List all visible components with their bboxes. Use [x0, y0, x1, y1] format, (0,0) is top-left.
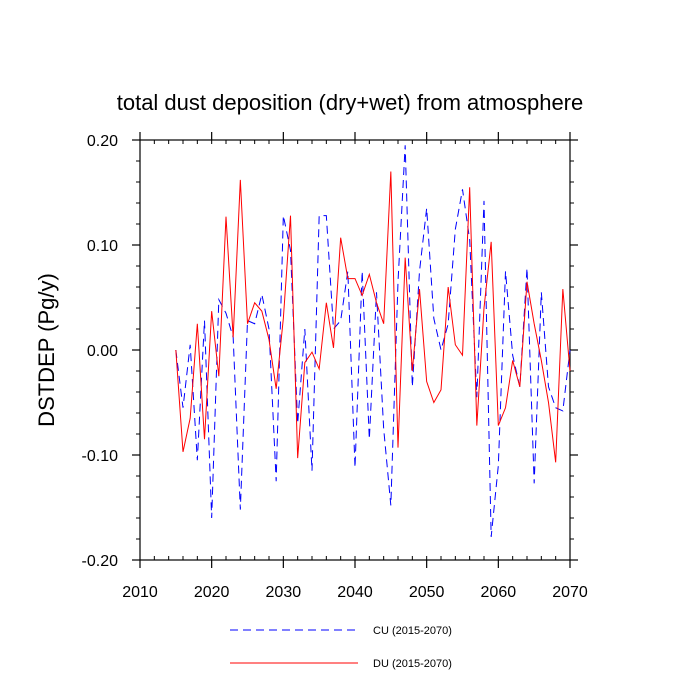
- x-tick-label: 2050: [409, 584, 445, 601]
- y-tick-label: 0.10: [87, 238, 118, 255]
- legend: CU (2015-2070) DU (2015-2070): [230, 625, 452, 670]
- y-tick-label: -0.20: [82, 553, 119, 570]
- y-tick-label: 0.00: [87, 343, 118, 360]
- y-tick-label: 0.20: [87, 133, 118, 150]
- minor-ticks: [136, 139, 574, 561]
- x-tick-label: 2030: [266, 584, 302, 601]
- chart-title: total dust deposition (dry+wet) from atm…: [117, 90, 584, 115]
- x-tick-label: 2040: [337, 584, 373, 601]
- series-line-du: [175, 171, 571, 463]
- series-line-cu: [175, 145, 571, 537]
- y-tick-label: -0.10: [82, 448, 119, 465]
- x-tick-label: 2020: [194, 584, 230, 601]
- major-ticks: [132, 132, 578, 568]
- y-axis-label: DSTDEP (Pg/y): [34, 273, 59, 427]
- tick-labels: 2010 2020 2030 2040 2050 2060 2070 -0.20 -0.10 0.…: [82, 133, 588, 601]
- x-tick-label: 2010: [122, 584, 158, 601]
- legend-label-cu: CU (2015-2070): [373, 625, 452, 637]
- series-group: [175, 145, 571, 537]
- x-tick-label: 2070: [552, 584, 588, 601]
- legend-label-du: DU (2015-2070): [373, 658, 452, 670]
- x-tick-label: 2060: [481, 584, 517, 601]
